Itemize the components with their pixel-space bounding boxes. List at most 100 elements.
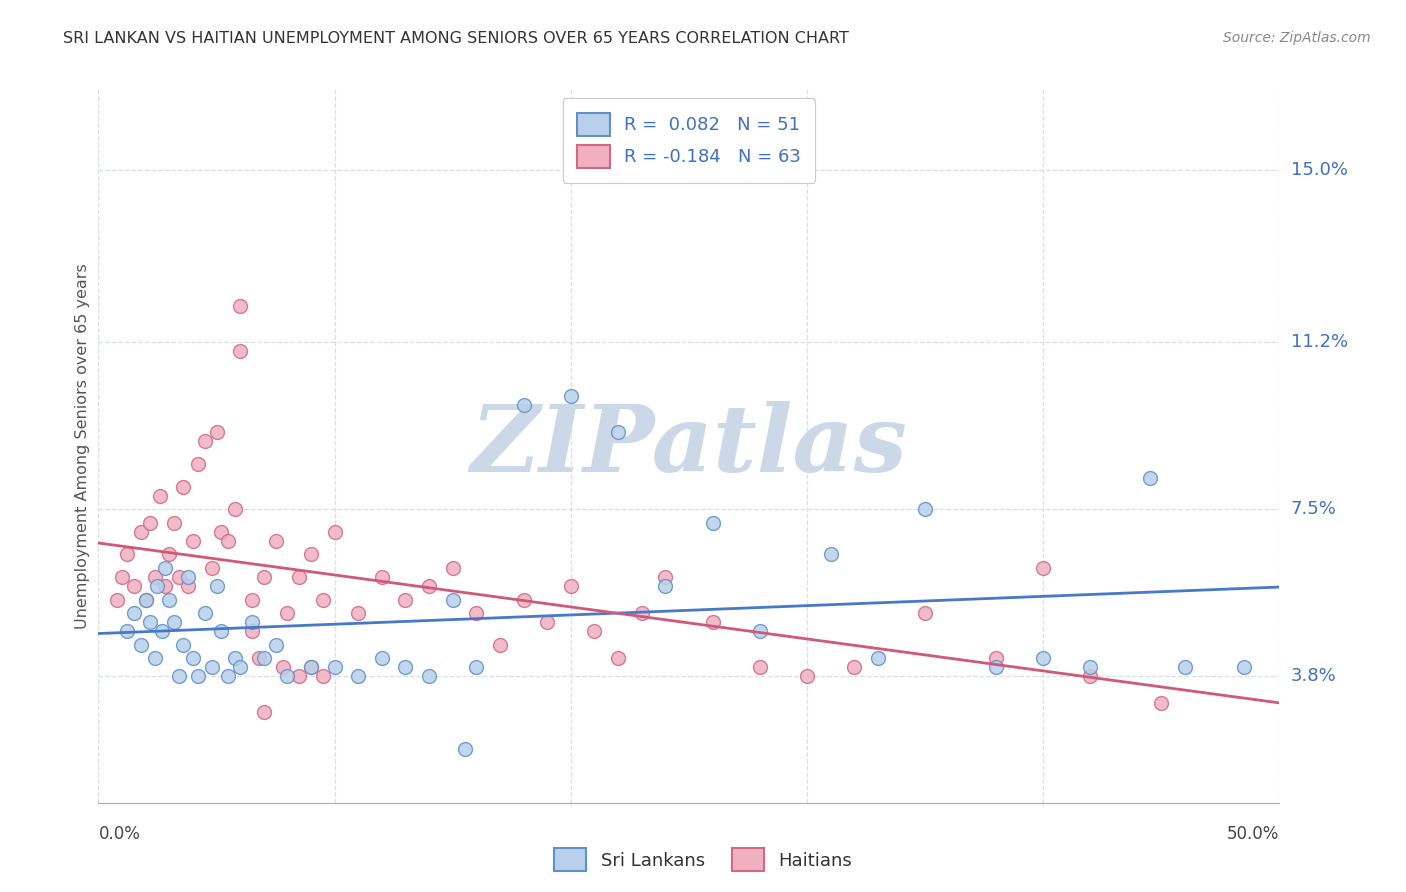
Point [560,389,582,403]
Point [271,660,294,674]
Point [209,624,232,639]
Point [654,579,676,593]
Point [418,669,440,683]
Point [253,651,276,665]
Point [394,592,416,607]
Point [914,606,936,620]
Point [844,660,866,674]
Point [129,638,152,652]
Point [489,638,512,652]
Point [512,398,534,412]
Point [441,592,464,607]
Point [146,579,169,593]
Text: SRI LANKAN VS HAITIAN UNEMPLOYMENT AMONG SENIORS OVER 65 YEARS CORRELATION CHART: SRI LANKAN VS HAITIAN UNEMPLOYMENT AMONG… [63,31,849,46]
Text: 11.2%: 11.2% [1291,333,1348,351]
Point [194,434,217,449]
Point [702,615,724,629]
Point [157,592,180,607]
Point [201,561,224,575]
Point [153,579,176,593]
Point [323,660,346,674]
Point [181,533,204,548]
Point [122,606,145,620]
Point [194,606,217,620]
Text: ZIPatlas: ZIPatlas [471,401,907,491]
Point [371,651,394,665]
Point [630,606,652,620]
Point [205,579,228,593]
Point [312,669,335,683]
Point [177,579,200,593]
Legend: R =  0.082   N = 51, R = -0.184   N = 63: R = 0.082 N = 51, R = -0.184 N = 63 [562,98,815,183]
Point [205,425,228,440]
Point [129,524,152,539]
Point [217,533,239,548]
Point [167,570,190,584]
Point [276,606,298,620]
Point [465,606,488,620]
Point [299,548,322,562]
Point [240,624,263,639]
Point [240,592,263,607]
Text: 50.0%: 50.0% [1227,825,1279,843]
Point [253,570,276,584]
Point [748,624,770,639]
Point [371,570,394,584]
Point [702,516,724,530]
Point [654,570,676,584]
Point [157,548,180,562]
Point [172,480,194,494]
Point [347,669,370,683]
Point [914,502,936,516]
Point [1080,669,1102,683]
Point [163,615,186,629]
Point [394,660,416,674]
Point [167,669,190,683]
Point [135,592,157,607]
Point [441,561,464,575]
Point [122,579,145,593]
Point [229,660,252,674]
Point [984,651,1007,665]
Point [1233,660,1256,674]
Point [536,615,558,629]
Point [1032,561,1054,575]
Point [181,651,204,665]
Point [149,489,172,503]
Point [347,606,370,620]
Point [583,624,606,639]
Point [1150,697,1173,711]
Point [1032,651,1054,665]
Point [984,660,1007,674]
Point [224,651,246,665]
Point [264,638,287,652]
Point [820,548,842,562]
Point [418,579,440,593]
Point [187,457,209,471]
Point [288,570,311,584]
Point [111,570,134,584]
Point [143,651,166,665]
Y-axis label: Unemployment Among Seniors over 65 years: Unemployment Among Seniors over 65 years [75,263,90,629]
Point [150,624,173,639]
Text: 15.0%: 15.0% [1291,161,1348,179]
Point [139,516,162,530]
Point [217,669,239,683]
Point [607,425,630,440]
Point [560,579,582,593]
Point [253,706,276,720]
Point [465,660,488,674]
Point [229,344,252,359]
Point [866,651,889,665]
Point [240,615,263,629]
Text: 7.5%: 7.5% [1291,500,1337,518]
Point [607,651,630,665]
Point [276,669,298,683]
Point [1139,470,1161,484]
Point [312,592,335,607]
Point [115,624,138,639]
Point [209,524,232,539]
Point [172,638,194,652]
Point [139,615,162,629]
Point [1080,660,1102,674]
